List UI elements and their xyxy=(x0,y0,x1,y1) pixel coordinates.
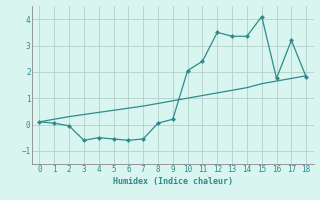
X-axis label: Humidex (Indice chaleur): Humidex (Indice chaleur) xyxy=(113,177,233,186)
